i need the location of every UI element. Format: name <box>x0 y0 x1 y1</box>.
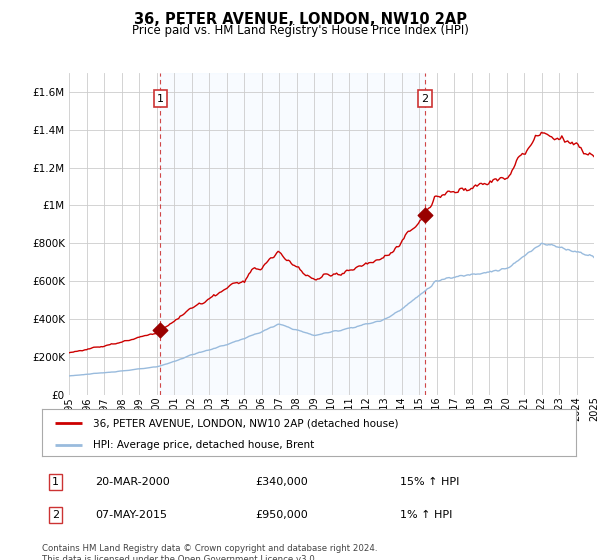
Point <box>155 326 165 335</box>
Text: 20-MAR-2000: 20-MAR-2000 <box>95 477 170 487</box>
Text: 15% ↑ HPI: 15% ↑ HPI <box>400 477 459 487</box>
Text: 2: 2 <box>52 510 59 520</box>
Text: 07-MAY-2015: 07-MAY-2015 <box>95 510 167 520</box>
Text: 2: 2 <box>422 94 428 104</box>
Text: 1: 1 <box>52 477 59 487</box>
Text: 36, PETER AVENUE, LONDON, NW10 2AP (detached house): 36, PETER AVENUE, LONDON, NW10 2AP (deta… <box>93 418 398 428</box>
Text: 1% ↑ HPI: 1% ↑ HPI <box>400 510 452 520</box>
Text: 1: 1 <box>157 94 164 104</box>
Text: 36, PETER AVENUE, LONDON, NW10 2AP: 36, PETER AVENUE, LONDON, NW10 2AP <box>133 12 467 27</box>
Text: HPI: Average price, detached house, Brent: HPI: Average price, detached house, Bren… <box>93 440 314 450</box>
Text: £340,000: £340,000 <box>256 477 308 487</box>
Text: Price paid vs. HM Land Registry's House Price Index (HPI): Price paid vs. HM Land Registry's House … <box>131 24 469 37</box>
Text: Contains HM Land Registry data © Crown copyright and database right 2024.
This d: Contains HM Land Registry data © Crown c… <box>42 544 377 560</box>
Point <box>421 211 430 220</box>
Bar <box>160 73 425 395</box>
Text: £950,000: £950,000 <box>256 510 308 520</box>
